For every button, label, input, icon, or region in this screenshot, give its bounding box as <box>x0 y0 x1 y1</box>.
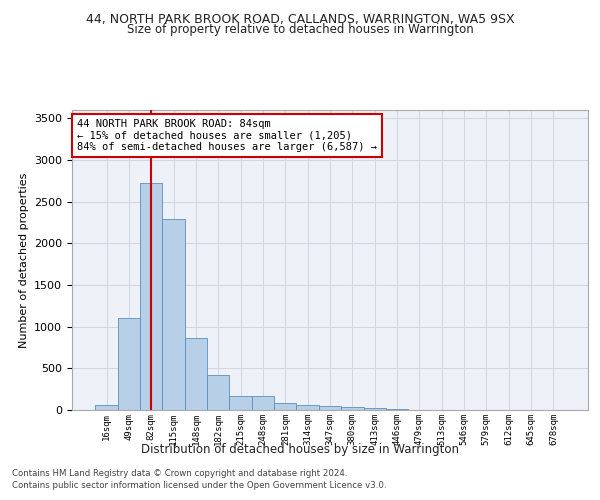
Y-axis label: Number of detached properties: Number of detached properties <box>19 172 29 348</box>
Bar <box>229 396 252 410</box>
Text: 44 NORTH PARK BROOK ROAD: 84sqm
← 15% of detached houses are smaller (1,205)
84%: 44 NORTH PARK BROOK ROAD: 84sqm ← 15% of… <box>77 119 377 152</box>
Bar <box>319 406 341 410</box>
Text: Distribution of detached houses by size in Warrington: Distribution of detached houses by size … <box>141 442 459 456</box>
Bar <box>95 405 118 410</box>
Bar <box>364 408 386 410</box>
Bar <box>163 219 185 410</box>
Text: Contains HM Land Registry data © Crown copyright and database right 2024.: Contains HM Land Registry data © Crown c… <box>12 468 347 477</box>
Text: 44, NORTH PARK BROOK ROAD, CALLANDS, WARRINGTON, WA5 9SX: 44, NORTH PARK BROOK ROAD, CALLANDS, WAR… <box>86 12 514 26</box>
Bar <box>207 375 229 410</box>
Text: Size of property relative to detached houses in Warrington: Size of property relative to detached ho… <box>127 22 473 36</box>
Bar <box>185 338 207 410</box>
Bar <box>386 409 408 410</box>
Bar <box>341 406 364 410</box>
Bar <box>296 404 319 410</box>
Bar <box>252 396 274 410</box>
Bar <box>274 402 296 410</box>
Bar <box>140 182 163 410</box>
Text: Contains public sector information licensed under the Open Government Licence v3: Contains public sector information licen… <box>12 481 386 490</box>
Bar <box>118 318 140 410</box>
